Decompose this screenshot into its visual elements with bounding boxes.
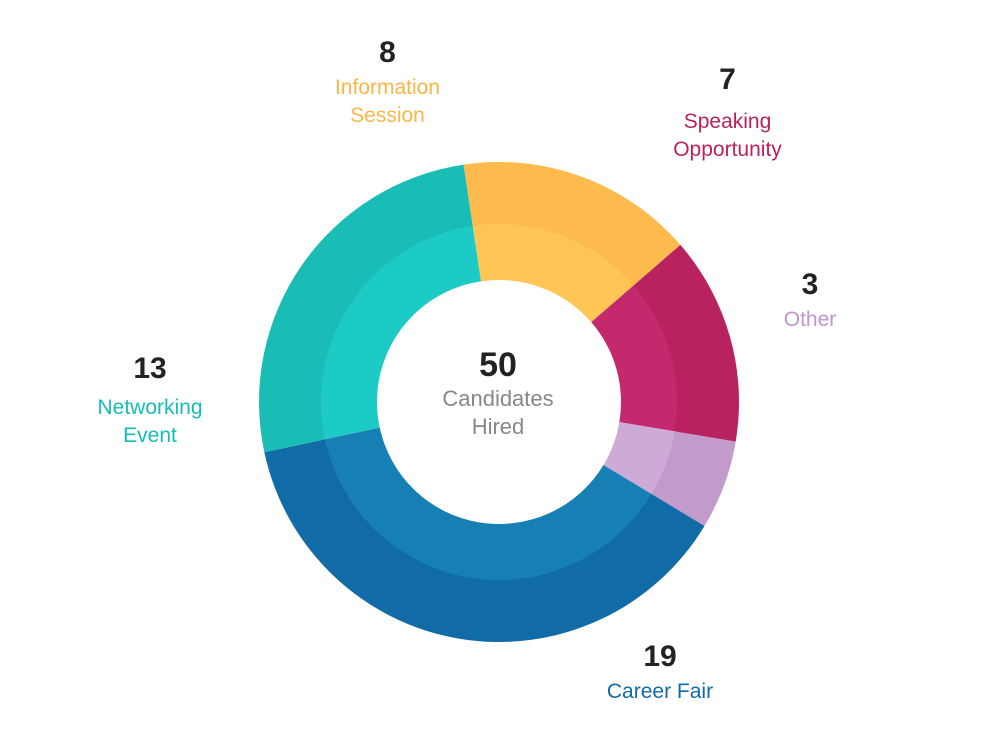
callout-other: 3 Other — [760, 266, 860, 334]
slice-outer-information-session — [463, 162, 681, 287]
slice-label-information-session-line-1: Information — [334, 76, 441, 99]
slice-label-information-session-line-2: Session — [350, 104, 425, 127]
slice-label-networking-event-line-1: Networking — [97, 396, 203, 419]
center-summary: 50 Candidates Hired — [398, 345, 598, 441]
slice-value-other: 3 — [801, 268, 819, 301]
slice-outer-other — [650, 431, 736, 526]
callout-information-session: 8 Information Session — [300, 34, 475, 130]
slice-outer-networking-event — [259, 164, 473, 453]
slice-value-career-fair: 19 — [643, 640, 677, 673]
slice-label-networking-event-line-2: Event — [123, 424, 177, 447]
callout-networking-event: 13 Networking Event — [65, 350, 235, 450]
slice-outer-career-fair — [264, 439, 705, 643]
callout-speaking-opportunity: 7 Speaking Opportunity — [640, 61, 815, 164]
slice-value-information-session: 8 — [379, 36, 396, 69]
slice-label-career-fair: Career Fair — [606, 680, 714, 703]
slice-label-speaking-opportunity-line-1: Speaking — [683, 110, 772, 133]
slice-inner-information-session — [472, 224, 634, 323]
center-total: 50 — [479, 346, 517, 384]
slice-value-speaking-opportunity: 7 — [719, 63, 736, 96]
slice-inner-career-fair — [324, 427, 652, 580]
slice-label-other: Other — [783, 308, 837, 331]
slice-outer-speaking-opportunity — [632, 244, 740, 442]
center-label-line-2: Hired — [471, 414, 525, 439]
slice-label-speaking-opportunity-line-2: Opportunity — [673, 138, 782, 161]
center-label-line-1: Candidates — [442, 386, 554, 411]
slice-inner-speaking-opportunity — [591, 285, 677, 432]
callout-career-fair: 19 Career Fair — [580, 638, 740, 706]
slice-value-networking-event: 13 — [133, 352, 167, 385]
slice-inner-other — [603, 422, 675, 494]
slice-inner-networking-event — [321, 225, 481, 440]
